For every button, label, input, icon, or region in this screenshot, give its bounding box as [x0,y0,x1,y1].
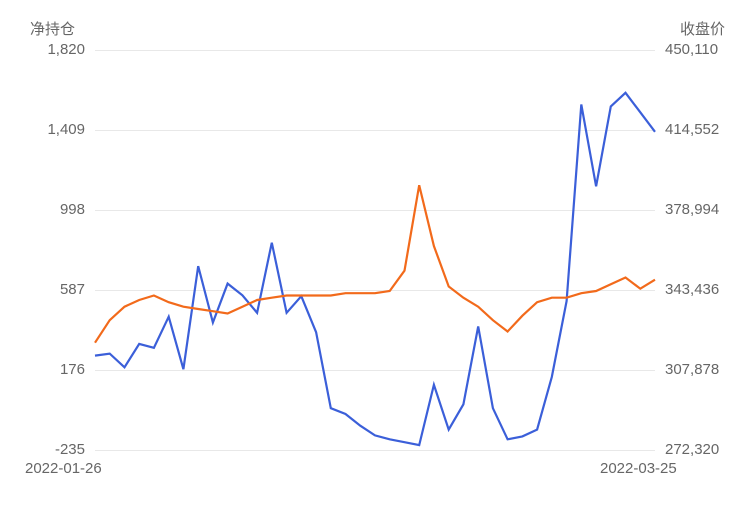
series-closing-price [95,185,655,343]
series-net-position [95,93,655,445]
chart-lines [0,0,750,510]
dual-axis-line-chart: 净持仓 收盘价 -2351765879981,4091,820 272,3203… [0,0,750,510]
